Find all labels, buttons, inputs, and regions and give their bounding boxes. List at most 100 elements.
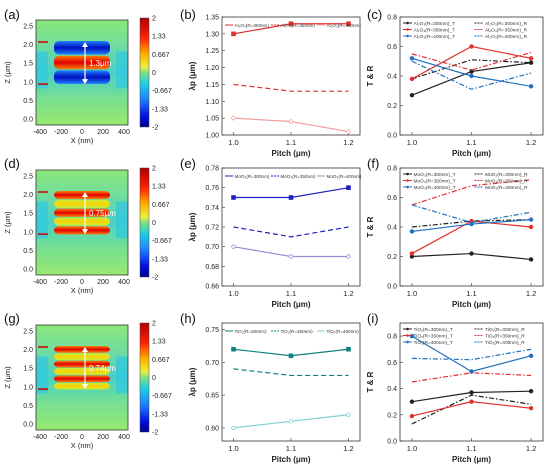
map-y-tick: 1.5 [23,61,33,68]
data-point [231,244,236,249]
legend-label: MoO₃(R=300nm)_R [485,172,528,178]
y-tick-label: 0.6 [387,360,397,367]
y-tick-label: 0.65 [205,393,219,400]
x-tick-label: 1.0 [407,289,417,298]
map-x-label: X (nm) [71,286,94,295]
legend-label: MoO₃(R=350nm)_T [414,179,456,185]
data-point [528,84,534,89]
annotation-label: 1.3μm [89,59,112,68]
map-y-tick: 2.0 [23,347,33,354]
chart-1: 0.0 0.2 0.4 0.6 0.8 1.0 1.1 1.2 Pitch (μm) T & R A… [366,15,544,158]
panel-letter-a: (a) [4,7,20,22]
legend-marker [406,334,409,337]
field-side-blob [116,51,128,89]
series-line-1 [233,368,349,377]
map-x-tick: 400 [118,129,130,136]
data-point [231,195,236,200]
colorbar-tick: 0 [152,375,156,382]
colorbar-tick: -0.667 [152,238,172,245]
data-point [528,257,534,262]
y-tick-label: 0.4 [387,74,397,81]
data-point [346,254,351,259]
legend-label: TiO₂(R=300nm)_T [414,327,453,333]
legend-label: TiO₂(R=350nm)_R [485,334,525,340]
legend-label: Al₂O₃(R=400nm)_T [414,34,456,40]
data-point [288,254,294,259]
series-line-1 [411,394,532,425]
data-point [231,346,236,352]
field-band [54,217,110,226]
x-tick-label: 1.1 [466,138,476,147]
x-tick-label: 1.1 [466,289,476,298]
y-tick-label: 0.60 [205,425,219,432]
x-tick-label: 1.0 [407,138,417,147]
chart-3: 0.0 0.2 0.4 0.6 0.8 1.0 1.1 1.2 Pitch (μm) T & R M… [366,166,544,309]
x-tick-label: 1.1 [286,444,296,453]
field-band [54,208,110,217]
annotation-arrowhead [82,192,88,197]
x-axis-label: Pitch (μm) [271,455,310,464]
data-point [469,399,474,404]
y-tick-label: 0.66 [205,284,219,291]
series-line-5 [411,204,532,224]
map-x-tick: -400 [33,279,47,286]
field-band [54,41,110,55]
map-x-tick: 0 [80,129,84,136]
y-tick-label: 1.10 [205,99,219,106]
legend-label: Al₂O₃(R=350nm)_R [485,28,528,34]
chart-2: 0.66 0.68 0.70 0.72 0.74 0.76 0.78 1.0 1.1 1.2 Pit… [188,166,362,310]
x-tick-label: 1.2 [343,289,353,298]
colorbar-tick: 0.667 [152,202,170,209]
panel-letter-e: (e) [180,156,196,171]
y-tick-label: 1.30 [205,31,219,38]
colorbar-tick: 0 [152,70,156,77]
colorbar [139,167,150,278]
data-point [409,92,415,98]
field-side-blob [36,201,48,239]
colorbar-tick: 2 [152,321,156,328]
map-x-tick: -200 [54,279,68,286]
legend-marker [406,172,409,176]
colorbar-tick: 0.667 [152,52,170,59]
y-tick-label: 1.00 [205,133,219,140]
chart-4: 0.60 0.65 0.70 0.75 1.0 1.1 1.2 Pitch (μm) λp (μ… [188,322,361,464]
y-tick-label: 0.0 [387,133,397,140]
annotation-arrowhead [82,229,88,235]
colorbar-tick: 0.667 [152,357,170,364]
x-axis-label: Pitch (μm) [452,149,491,158]
y-tick-label: 0.0 [387,439,397,446]
x-tick-label: 1.1 [286,289,296,298]
map-x-label: X (nm) [71,136,94,145]
legend-label: Al₂O₃(R=400nm) [327,23,362,28]
map-y-tick: 1.0 [23,384,33,391]
colorbar [139,17,150,128]
legend-marker [406,179,409,182]
field-band [54,55,110,70]
colorbar-tick: 1.33 [152,34,166,41]
x-tick-label: 1.1 [286,138,296,147]
data-point [528,388,534,394]
data-point [528,406,534,411]
y-tick-label: 0.2 [387,103,397,110]
data-point [528,60,534,65]
map-frame [35,169,129,276]
y-tick-label: 1.35 [205,15,219,22]
legend-label: TiO₂(R=400nm)_R [485,340,525,346]
map-x-tick: 0 [80,279,84,286]
data-point [469,44,474,49]
map-y-tick: 2.0 [23,192,33,199]
legend-label: TiO₂(R=350nm)_T [414,334,453,340]
x-tick-label: 1.2 [526,444,536,453]
x-axis-label: Pitch (μm) [452,300,491,309]
x-tick-label: 1.2 [526,289,536,298]
legend-label: TiO₂(R=400nm)_T [414,340,453,346]
data-point [346,185,351,190]
x-tick-label: 1.2 [526,138,536,147]
field-band [54,226,110,235]
y-tick-label: 0.4 [387,386,397,393]
field-band [54,382,110,390]
y-tick-label: 0.75 [205,327,219,334]
legend-marker [406,340,409,344]
map-y-tick: 0.0 [23,117,33,124]
legend-label: Al₂O₃(R=400nm)_R [485,34,528,40]
